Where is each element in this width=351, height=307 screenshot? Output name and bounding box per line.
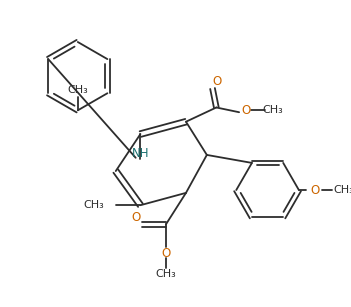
Text: CH₃: CH₃ (155, 270, 177, 279)
Text: O: O (131, 211, 140, 224)
Text: O: O (310, 184, 320, 196)
Text: CH₃: CH₃ (333, 185, 351, 195)
Text: O: O (241, 104, 250, 117)
Text: CH₃: CH₃ (84, 200, 104, 210)
Text: CH₃: CH₃ (262, 105, 283, 115)
Text: NH: NH (132, 146, 149, 160)
Text: O: O (213, 75, 222, 88)
Text: CH₃: CH₃ (67, 85, 88, 95)
Text: O: O (161, 247, 171, 260)
